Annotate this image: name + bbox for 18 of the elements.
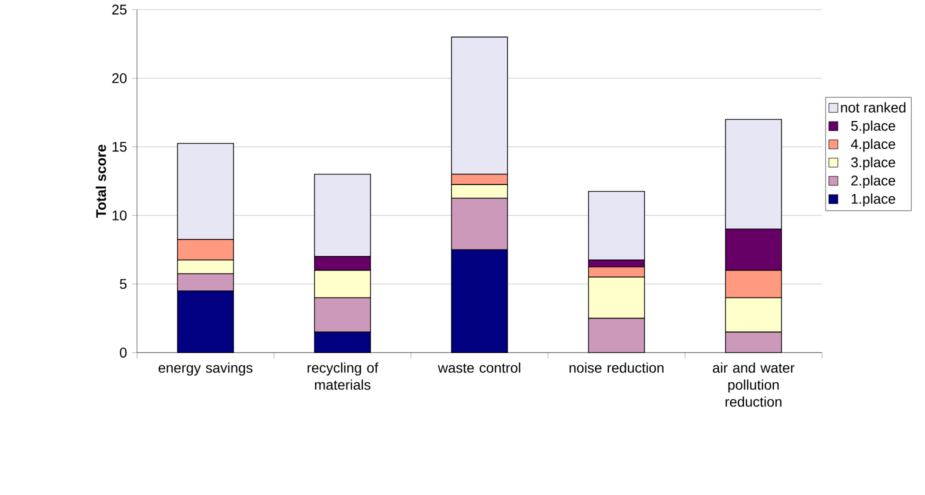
y-tick-label: 15 xyxy=(112,142,127,152)
x-tick-label: air and water pollution reduction xyxy=(712,362,795,407)
y-tick-label: 0 xyxy=(120,348,127,358)
legend-label: 1.place xyxy=(852,193,896,206)
x-tick-label: recycling of materials xyxy=(308,362,378,390)
x-tick-label: noise reduction xyxy=(570,362,664,373)
y-tick-label: 20 xyxy=(112,73,127,84)
x-tick-label: energy savings xyxy=(158,362,252,376)
legend-label: 2.place xyxy=(851,175,896,188)
legend-label: 3.place xyxy=(851,156,896,170)
y-tick-label: 25 xyxy=(112,4,127,14)
legend-label: not ranked xyxy=(841,102,906,112)
x-tick-label: waste control xyxy=(438,362,520,373)
y-tick-label: 5 xyxy=(120,278,127,289)
y-axis-title: Total score xyxy=(96,144,106,218)
legend-label: 4.place xyxy=(850,138,896,152)
legend-label: 5.place xyxy=(851,120,896,134)
y-tick-label: 10 xyxy=(112,210,127,220)
